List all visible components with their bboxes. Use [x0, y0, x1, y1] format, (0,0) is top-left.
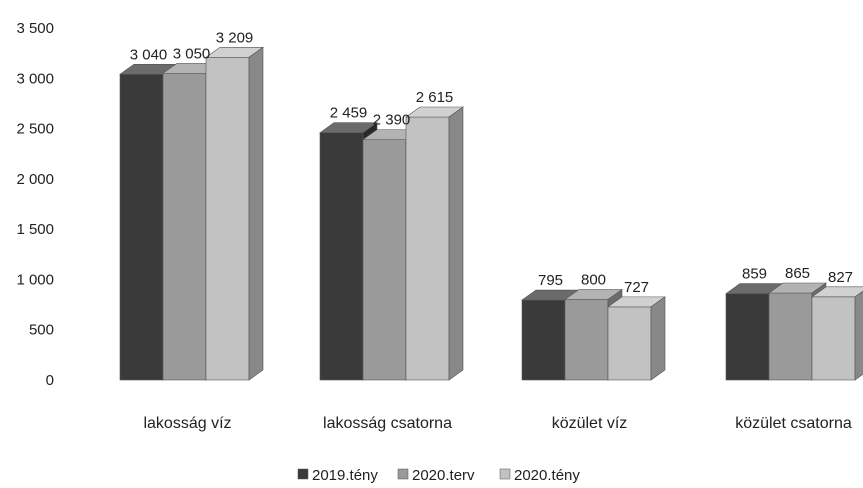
y-tick-label: 0	[46, 372, 54, 389]
bar	[607, 296, 666, 381]
legend-item: 2019.tény	[297, 467, 378, 484]
legend-label: 2020.terv	[412, 467, 475, 484]
data-label: 2 615	[416, 89, 454, 106]
y-tick-label: 1 500	[16, 221, 54, 238]
data-label: 3 040	[130, 46, 168, 63]
y-tick-label: 2 500	[16, 121, 54, 138]
data-label: 865	[785, 265, 810, 282]
data-label: 827	[828, 269, 853, 286]
y-tick-label: 3 500	[16, 20, 54, 37]
bar	[405, 106, 464, 381]
data-label: 2 459	[330, 105, 368, 122]
legend-label: 2020.tény	[514, 467, 580, 484]
legend-swatch	[397, 468, 409, 480]
legend-swatch	[499, 468, 511, 480]
data-label: 3 209	[216, 29, 254, 46]
category-label: közület csatorna	[735, 415, 852, 432]
data-label: 800	[581, 272, 606, 289]
data-label: 3 050	[173, 45, 211, 62]
y-tick-label: 500	[29, 322, 54, 339]
legend-swatch	[297, 468, 309, 480]
data-label: 859	[742, 266, 767, 283]
y-axis: 0 500 1 000 1 500 2 000 2 500 3 000 3 500	[16, 20, 54, 389]
category-label: lakosság víz	[143, 415, 231, 432]
x-axis: lakosság víz lakosság csatorna közület víz…	[143, 415, 851, 432]
data-label: 727	[624, 279, 649, 296]
legend-item: 2020.tény	[499, 467, 580, 484]
legend-label: 2019.tény	[312, 467, 378, 484]
category-label: közület víz	[552, 415, 628, 432]
data-labels: 3 040 3 050 3 209 2 459 2 390 2 615 795 800 727 8…	[130, 29, 853, 296]
y-tick-label: 3 000	[16, 70, 54, 87]
bar	[811, 286, 863, 381]
y-tick-label: 1 000	[16, 271, 54, 288]
y-tick-label: 2 000	[16, 171, 54, 188]
data-label: 795	[538, 272, 563, 289]
category-label: lakosság csatorna	[323, 415, 452, 432]
legend: 2019.tény 2020.terv 2020.tény	[297, 467, 580, 484]
data-label: 2 390	[373, 112, 411, 129]
legend-item: 2020.terv	[397, 467, 475, 484]
bars	[119, 46, 863, 381]
bar	[205, 46, 264, 381]
